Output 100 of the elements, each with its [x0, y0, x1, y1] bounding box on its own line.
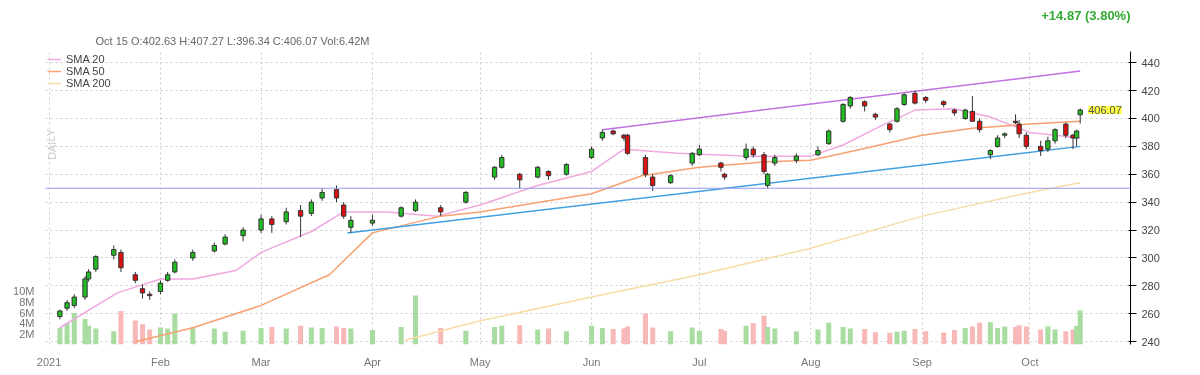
- bar: [319, 327, 325, 345]
- bar: [847, 328, 853, 345]
- candlestick: [815, 145, 821, 157]
- bar: [298, 325, 304, 345]
- bar: [492, 326, 498, 345]
- bar: [977, 322, 983, 345]
- bar: [826, 322, 832, 345]
- y-tick-label: 420: [1141, 84, 1160, 97]
- bar: [240, 330, 246, 345]
- text: Oct 15 O:402.63 H:407.27 L:396.34 C:406.07 Vol:6.42M: [95, 34, 370, 47]
- bar: [610, 329, 616, 345]
- y-tick-label: 240: [1141, 335, 1160, 348]
- bar: [722, 330, 728, 345]
- bar: [545, 328, 551, 345]
- line-series: [134, 120, 1081, 343]
- bar: [535, 329, 541, 345]
- y-tick-label: 360: [1141, 168, 1160, 181]
- bar: [1045, 326, 1051, 345]
- bar: [912, 329, 918, 345]
- bar: [118, 310, 124, 345]
- candlestick: [348, 215, 354, 234]
- y2-tick-label: 6M: [19, 306, 35, 319]
- bar: [793, 331, 799, 345]
- bar: [341, 327, 347, 345]
- annotation: 406.07: [1088, 104, 1122, 116]
- x-tick-label: Apr: [363, 355, 382, 368]
- x-tick-label: 2021: [36, 355, 62, 368]
- bar: [969, 326, 975, 345]
- bar: [499, 325, 505, 345]
- bar: [283, 328, 289, 345]
- y2-tick-label: 2M: [19, 327, 35, 340]
- bar: [413, 295, 419, 345]
- bar: [71, 313, 77, 345]
- bar: [962, 327, 968, 345]
- bar: [139, 324, 146, 345]
- bar: [1077, 310, 1083, 345]
- bar: [995, 327, 1001, 345]
- bar: [172, 313, 178, 345]
- y-tick-label: 280: [1141, 279, 1160, 292]
- legend-label: SMA 20: [66, 53, 105, 65]
- y-tick-label: 300: [1141, 252, 1160, 264]
- legend-label: SMA 200: [66, 77, 111, 89]
- bar: [625, 326, 631, 345]
- bar: [815, 329, 821, 345]
- bar: [894, 331, 900, 345]
- bar: [369, 330, 375, 345]
- bar: [308, 327, 314, 345]
- bar: [57, 327, 63, 345]
- bar: [463, 330, 469, 345]
- bar: [517, 325, 523, 345]
- bar: [642, 313, 648, 345]
- candlestick: [642, 154, 649, 178]
- bar: [951, 330, 957, 345]
- candlestick: [969, 95, 976, 122]
- candlestick: [297, 204, 304, 238]
- bar: [157, 327, 163, 345]
- bar: [111, 331, 117, 345]
- y2-tick-label: 8M: [19, 295, 35, 308]
- bar: [772, 328, 778, 345]
- bar: [1052, 329, 1058, 345]
- bar: [348, 328, 354, 345]
- y-tick-label: 380: [1141, 140, 1160, 153]
- y-tick-label: 260: [1141, 307, 1160, 320]
- bar: [840, 326, 846, 345]
- y2-tick-label: 4M: [19, 317, 35, 330]
- bar: [599, 327, 605, 345]
- bar: [93, 328, 99, 345]
- legend-label: SMA 50: [66, 65, 105, 77]
- y-tick-label: 400: [1141, 112, 1160, 125]
- bar: [258, 327, 264, 345]
- bar: [872, 332, 878, 345]
- bar: [668, 331, 674, 345]
- bar: [1023, 326, 1029, 345]
- bar: [887, 332, 893, 345]
- bar: [1002, 326, 1008, 345]
- bar: [650, 327, 656, 345]
- x-tick-label: Feb: [150, 355, 170, 368]
- bar: [987, 322, 993, 345]
- bar: [398, 326, 404, 345]
- bar: [862, 329, 868, 345]
- bar: [190, 327, 196, 345]
- bar: [750, 323, 756, 345]
- y-tick-label: 440: [1141, 56, 1160, 69]
- x-tick-label: Aug: [800, 355, 821, 368]
- bar: [689, 327, 695, 345]
- bar: [334, 326, 340, 345]
- bar: [269, 326, 275, 345]
- x-tick-label: Jun: [582, 355, 601, 368]
- bar: [64, 323, 70, 345]
- x-tick-label: Oct: [1021, 355, 1039, 368]
- x-tick-label: Mar: [251, 355, 271, 368]
- bar: [222, 331, 228, 345]
- bar: [901, 330, 907, 345]
- y2-tick-label: 10M: [13, 285, 35, 298]
- bar: [743, 325, 749, 345]
- bar: [765, 326, 771, 345]
- line-series: [404, 181, 1081, 342]
- bar: [1038, 329, 1044, 345]
- bar: [211, 328, 217, 345]
- x-tick-label: May: [469, 355, 492, 368]
